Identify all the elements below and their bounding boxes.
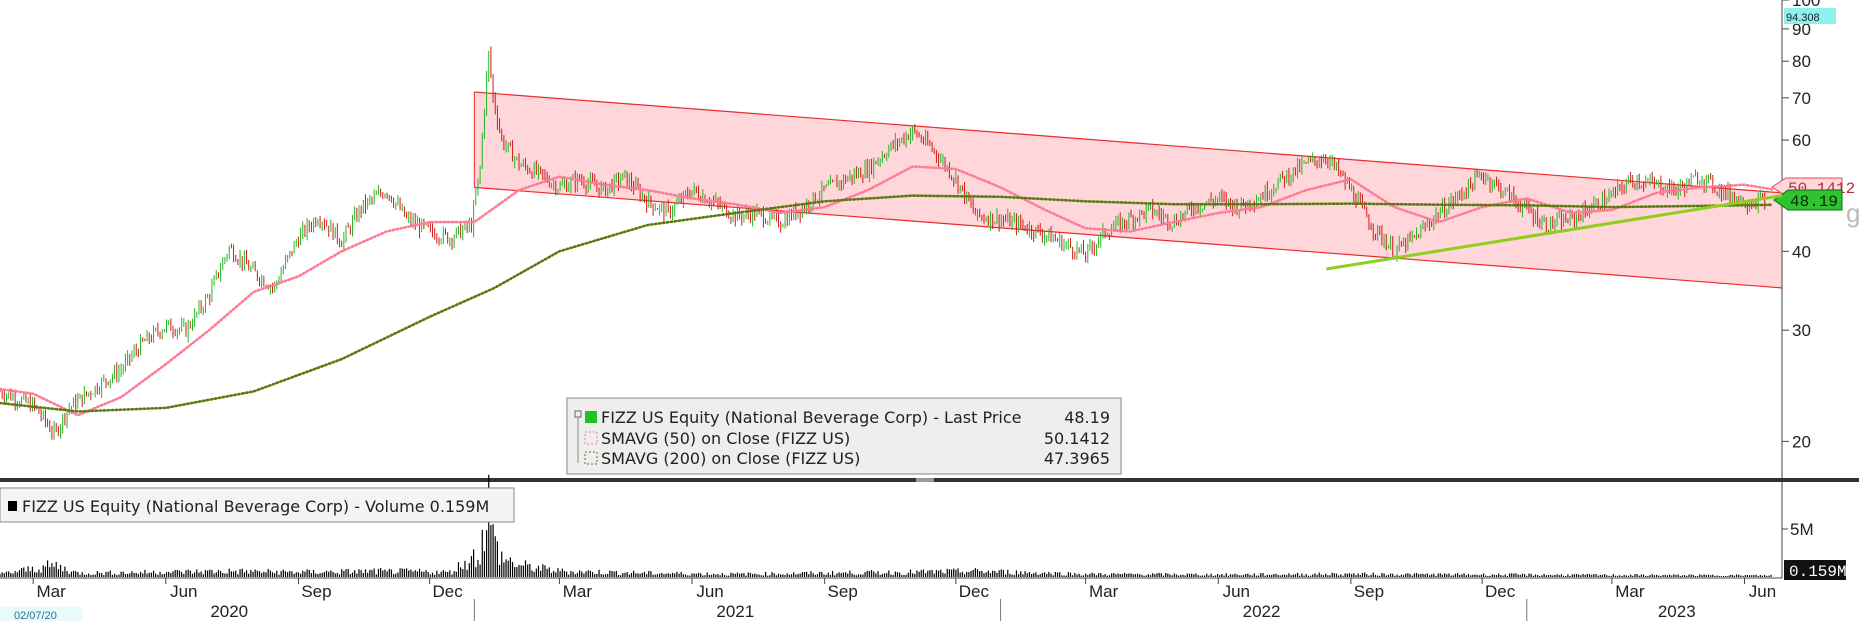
watermark-letter: g <box>1846 198 1859 228</box>
legend-box <box>566 397 1122 475</box>
start-date-box <box>0 607 82 621</box>
high-tag <box>1784 8 1836 24</box>
y-axis-ticks: 20 30 40 60 70 80 90 100 <box>1782 0 1820 451</box>
x-tick-label: Mar <box>563 582 593 601</box>
panel-resize-handle[interactable] <box>916 478 934 482</box>
year-label: 2021 <box>716 602 754 621</box>
x-tick-label: Sep <box>301 582 331 601</box>
last-price-tag-shape <box>1773 189 1843 211</box>
legend-sma50-value: 50.1412 <box>1044 429 1110 448</box>
y-tick-label-70: 70 <box>1792 89 1811 108</box>
trend-line[interactable] <box>1326 194 1783 271</box>
year-label: 2020 <box>210 602 248 621</box>
volume-tag <box>1784 560 1846 580</box>
legend-swatch-sma50 <box>584 431 598 445</box>
year-label: 2023 <box>1658 602 1696 621</box>
legend-price-value: 48.19 <box>1064 408 1110 427</box>
volume-bars <box>0 474 1772 577</box>
volume-legend-swatch <box>8 501 17 511</box>
y-tick-label-60: 60 <box>1792 131 1811 150</box>
annotation-layer <box>473 91 1783 289</box>
y-tick-label-40: 40 <box>1792 242 1811 261</box>
channel-upper-line[interactable] <box>474 91 1783 194</box>
volume-legend: FIZZ US Equity (National Beverage Corp) … <box>0 487 515 523</box>
x-tick-label: Mar <box>1615 582 1645 601</box>
x-tick-label: Jun <box>1223 582 1250 601</box>
price-legend: FIZZ US Equity (National Beverage Corp) … <box>566 397 1122 475</box>
x-tick-label: Mar <box>37 582 67 601</box>
x-tick-label: Jun <box>170 582 197 601</box>
x-tick-label: Dec <box>1485 582 1516 601</box>
last-price-tag: 48.19 <box>1773 189 1843 211</box>
volume-tick-label: 5M <box>1790 520 1814 539</box>
y-tick-label-100: 100 <box>1792 0 1820 10</box>
legend-swatch-price <box>585 411 597 423</box>
y-tick-label-90: 90 <box>1792 20 1811 39</box>
last-price-tag-label: 48.19 <box>1790 193 1838 211</box>
x-tick-label: Jun <box>696 582 723 601</box>
x-tick-label: Sep <box>1354 582 1384 601</box>
sma200-line <box>0 194 1774 413</box>
start-date-label: 02/07/20 <box>14 610 57 621</box>
price-bars <box>0 46 1766 440</box>
legend-sma200-value: 47.3965 <box>1044 449 1110 468</box>
y-tick-label-30: 30 <box>1792 321 1811 340</box>
x-tick-label: Dec <box>433 582 464 601</box>
year-label: 2022 <box>1243 602 1281 621</box>
x-tick-label: Dec <box>959 582 990 601</box>
legend-swatch-sma200 <box>584 451 598 465</box>
volume-legend-name: FIZZ US Equity (National Beverage Corp) … <box>22 497 489 516</box>
x-tick-label: Mar <box>1089 582 1119 601</box>
moving-average-lines <box>0 165 1774 417</box>
volume-tag-label: 0.159M <box>1789 563 1847 581</box>
channel-fill <box>474 92 1782 288</box>
legend-sma200-name: SMAVG (200) on Close (FIZZ US) <box>601 449 860 468</box>
channel-lower-line[interactable] <box>474 186 1783 289</box>
y-tick-label-20: 20 <box>1792 432 1811 451</box>
x-tick-label: Sep <box>828 582 858 601</box>
x-tick-label: Jun <box>1749 582 1776 601</box>
x-axis-ticks: Mar Jun Sep Dec Mar Jun Sep Dec Mar Jun Sep Dec Mar J… <box>32 578 1776 621</box>
high-tag-label: 94.308 <box>1786 12 1820 24</box>
volume-legend-box <box>0 487 515 523</box>
y-tick-label-80: 80 <box>1792 52 1811 71</box>
legend-sma50-name: SMAVG (50) on Close (FIZZ US) <box>601 429 850 448</box>
legend-price-name: FIZZ US Equity (National Beverage Corp) … <box>601 408 1022 427</box>
